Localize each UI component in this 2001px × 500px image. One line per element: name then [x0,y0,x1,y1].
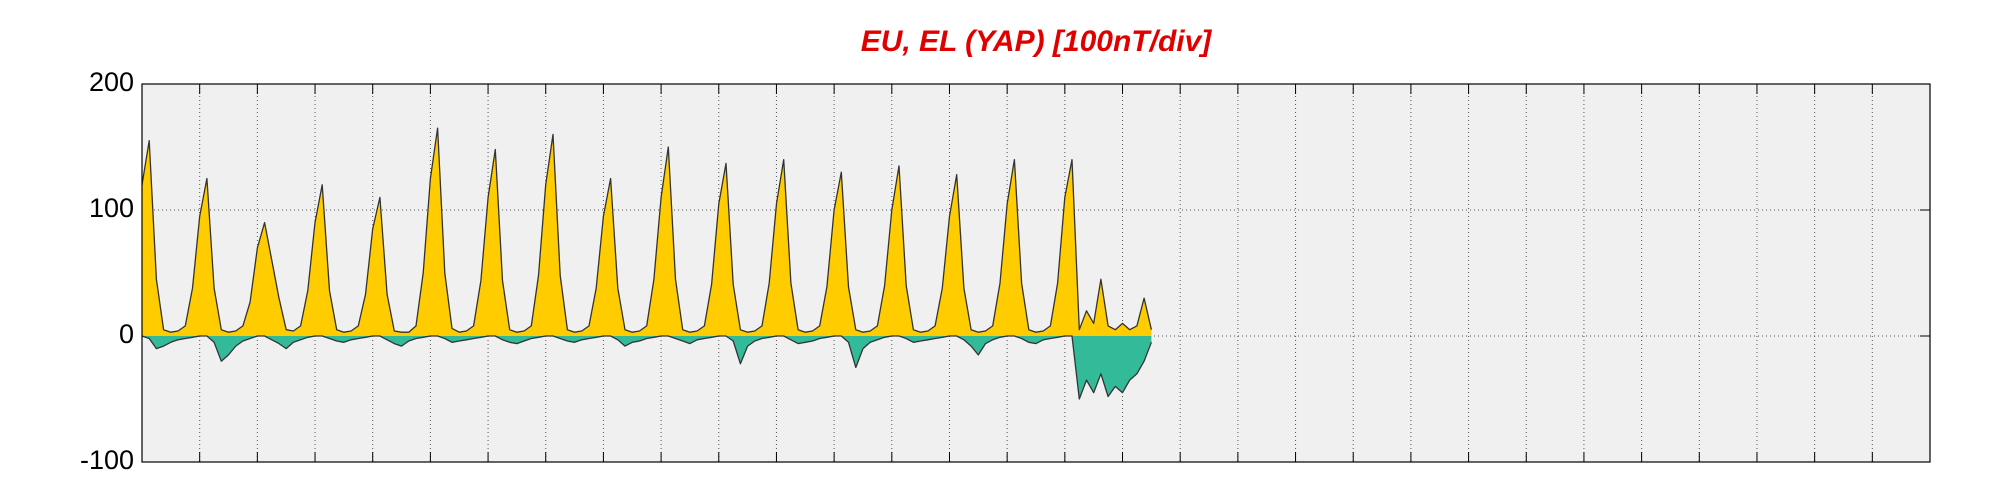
y-tick-label: 100 [89,193,134,223]
area [142,128,1152,336]
plot-background [142,84,1930,462]
y-tick-label: 200 [89,67,134,97]
y-tick-label: 0 [119,319,134,349]
line [141,335,1153,400]
plot-frame [141,83,1931,463]
line [141,127,1153,333]
chart-title: EU, EL (YAP) [100nT/div] [861,25,1213,58]
y-tick-label: -100 [80,445,134,475]
